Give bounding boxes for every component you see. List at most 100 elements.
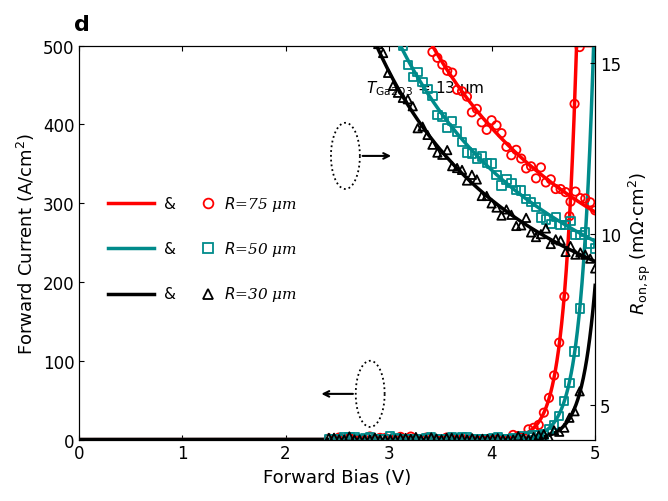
Point (472, 436, 483, 444)
Point (590, 245, 601, 253)
Point (329, 436, 339, 444)
Point (368, 35, 379, 43)
Point (412, 27, 423, 35)
Point (521, 195, 532, 203)
Point (348, 31, 359, 39)
Point (365, 432, 375, 440)
Point (555, 222, 566, 230)
Point (508, 431, 518, 439)
Point (503, 436, 514, 444)
Point (536, 230, 546, 238)
Point (418, 29, 428, 37)
Point (387, 31, 398, 39)
Text: &: & (164, 196, 176, 211)
Point (503, 436, 514, 444)
Point (431, 436, 442, 444)
Point (365, 436, 375, 444)
Point (343, 29, 354, 37)
Point (538, 409, 549, 417)
Point (492, 434, 503, 442)
Point (375, 436, 385, 444)
Point (476, 119, 487, 127)
Point (395, 435, 406, 443)
Point (523, 436, 534, 444)
Point (477, 435, 488, 443)
Point (393, 31, 403, 39)
Point (334, 435, 345, 443)
Point (427, 141, 438, 149)
Point (442, 68, 453, 76)
Point (354, 436, 365, 444)
Point (466, 109, 477, 117)
Point (380, 435, 391, 443)
Point (407, 74, 418, 82)
Point (528, 424, 539, 432)
Point (383, 26, 393, 34)
Text: $\mathit{R}$=50 μm: $\mathit{R}$=50 μm (224, 239, 297, 259)
Point (436, 435, 447, 443)
Point (363, 26, 373, 34)
Point (511, 222, 522, 230)
Point (432, 55, 443, 63)
Point (585, 199, 596, 207)
Point (585, 240, 596, 248)
Point (466, 150, 477, 158)
Point (323, 434, 334, 442)
Point (486, 160, 497, 168)
Point (348, 27, 359, 35)
Point (508, 436, 518, 444)
Point (462, 177, 472, 185)
Point (472, 155, 482, 163)
Point (329, 436, 339, 444)
Point (548, 421, 559, 429)
Point (385, 436, 395, 444)
Point (528, 433, 539, 441)
Point (422, 86, 433, 94)
Point (387, 83, 398, 91)
Point (415, 436, 426, 444)
Point (467, 436, 478, 444)
Point (431, 435, 442, 443)
Point (580, 251, 591, 259)
Point (418, 79, 428, 87)
Point (496, 130, 507, 138)
Point (333, 26, 344, 34)
Point (457, 434, 468, 442)
Point (452, 434, 462, 442)
Point (575, 195, 586, 203)
Point (390, 436, 401, 444)
Point (555, 186, 566, 194)
Point (447, 70, 458, 78)
Point (569, 348, 580, 356)
Point (580, 195, 591, 203)
Point (533, 431, 544, 439)
Point (472, 436, 483, 444)
Point (368, 29, 379, 37)
Point (343, 26, 354, 34)
Point (491, 204, 502, 212)
Point (540, 179, 551, 187)
Point (590, 265, 601, 273)
Point (349, 433, 360, 441)
Point (526, 163, 536, 171)
Point (496, 212, 507, 220)
Point (359, 434, 370, 442)
Point (488, 435, 498, 443)
Point (570, 188, 580, 196)
Point (354, 436, 365, 444)
Point (496, 182, 507, 190)
Point (363, 28, 373, 36)
Point (513, 436, 524, 444)
Point (358, 31, 369, 39)
Point (546, 220, 556, 228)
Point (339, 436, 349, 444)
Point (457, 88, 468, 96)
Point (476, 153, 487, 161)
Point (390, 436, 401, 444)
Point (383, 26, 393, 34)
Point (559, 293, 570, 301)
Point (426, 436, 437, 444)
Point (526, 199, 536, 207)
Point (518, 433, 529, 441)
Point (446, 434, 457, 442)
